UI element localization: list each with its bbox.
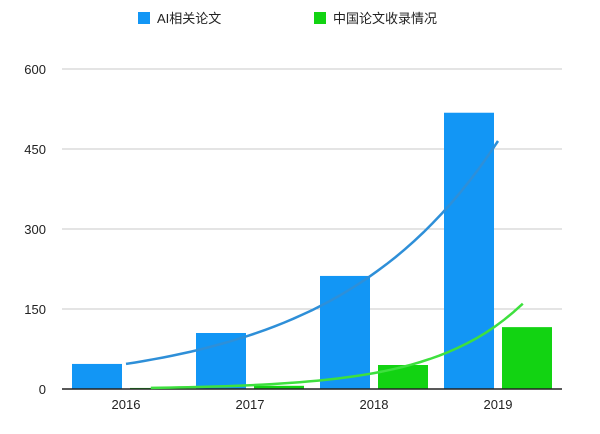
- y-tick-label: 450: [24, 142, 46, 157]
- y-tick-label: 300: [24, 222, 46, 237]
- bar-0-2016: [72, 363, 122, 389]
- bar-0-2018: [320, 275, 370, 389]
- legend-label-1: 中国论文收录情况: [333, 11, 437, 26]
- bar-0-2017: [196, 333, 246, 389]
- bar-0-2019: [444, 112, 494, 389]
- trendline-1: [150, 302, 524, 390]
- trendline-0: [125, 140, 500, 366]
- legend-label-0: AI相关论文: [157, 11, 221, 26]
- bar-1-2017: [254, 385, 304, 389]
- legend-swatch-0: [138, 12, 150, 24]
- x-tick-label: 2018: [360, 397, 389, 412]
- y-tick-label: 0: [39, 382, 46, 397]
- x-tick-label: 2016: [112, 397, 141, 412]
- legend-swatch-1: [314, 12, 326, 24]
- y-tick-label: 150: [24, 302, 46, 317]
- y-tick-label: 600: [24, 62, 46, 77]
- x-tick-label: 2017: [236, 397, 265, 412]
- bar-1-2018: [378, 365, 428, 389]
- x-tick-label: 2019: [484, 397, 513, 412]
- bar-1-2019: [502, 327, 552, 389]
